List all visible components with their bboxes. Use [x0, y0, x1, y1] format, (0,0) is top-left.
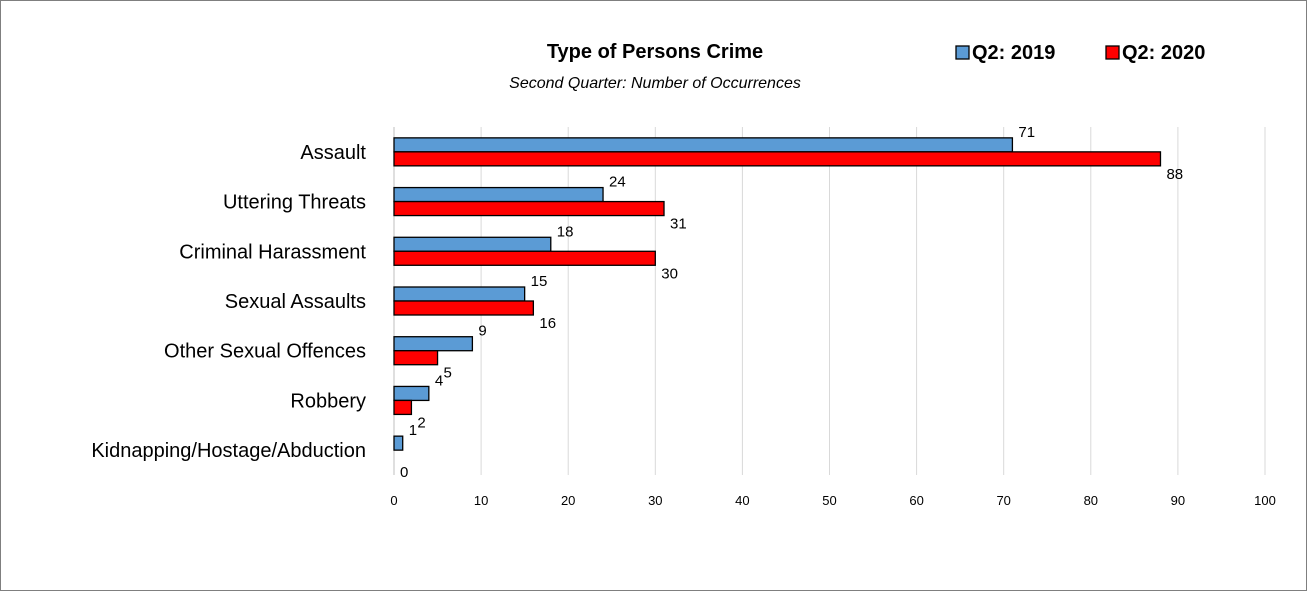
data-label: 5 — [444, 365, 452, 382]
bar-q2-2020 — [393, 399, 413, 416]
category-label: Other Sexual Offences — [164, 341, 366, 363]
bar-q2-2020 — [393, 350, 439, 366]
x-tick-label: 80 — [1084, 493, 1098, 508]
x-tick-label: 60 — [909, 493, 923, 508]
x-tick-label: 20 — [561, 493, 575, 508]
x-tick-label: 0 — [390, 493, 397, 508]
bar-q2-2020 — [393, 200, 665, 217]
x-tick-label: 100 — [1254, 493, 1276, 508]
category-label: Robbery — [290, 390, 366, 412]
bar-q2-2019 — [393, 186, 604, 203]
category-label: Sexual Assaults — [225, 291, 366, 313]
data-label: 88 — [1166, 166, 1183, 183]
bar-q2-2020 — [393, 300, 535, 316]
data-label: 0 — [400, 464, 408, 481]
legend-swatch — [955, 45, 970, 60]
legend-entry: Q2: 2020 — [1122, 42, 1205, 64]
legend-swatch — [1105, 45, 1120, 60]
bar-q2-2019 — [393, 286, 526, 302]
bar-q2-2019 — [393, 385, 430, 402]
category-label: Assault — [300, 142, 366, 164]
data-label: 24 — [609, 174, 626, 191]
data-label: 1 — [409, 422, 417, 439]
legend-entry: Q2: 2019 — [972, 42, 1055, 64]
data-label: 15 — [531, 273, 548, 290]
data-label: 2 — [417, 414, 425, 431]
data-label: 71 — [1018, 124, 1035, 141]
data-label: 4 — [435, 372, 443, 389]
data-label: 9 — [478, 323, 486, 340]
x-tick-label: 40 — [735, 493, 749, 508]
chart-title: Type of Persons Crime — [547, 41, 763, 63]
x-tick-label: 30 — [648, 493, 662, 508]
bar-q2-2019 — [393, 137, 1014, 153]
data-label: 16 — [539, 315, 556, 332]
category-label: Uttering Threats — [223, 192, 366, 214]
bar-q2-2019 — [393, 435, 404, 451]
data-label: 18 — [557, 223, 574, 240]
x-tick-label: 90 — [1171, 493, 1185, 508]
x-tick-label: 70 — [996, 493, 1010, 508]
legend: Q2: 2019 Q2: 2020 — [955, 42, 1205, 64]
category-label: Kidnapping/Hostage/Abduction — [91, 440, 366, 462]
x-tick-label: 50 — [822, 493, 836, 508]
bar-q2-2020 — [393, 250, 656, 266]
bar-q2-2020 — [393, 151, 1162, 167]
chart-subtitle: Second Quarter: Number of Occurrences — [509, 75, 801, 92]
data-label: 30 — [661, 265, 678, 282]
x-tick-label: 10 — [474, 493, 488, 508]
category-label: Criminal Harassment — [179, 241, 366, 263]
bar-q2-2019 — [393, 236, 552, 252]
data-label: 31 — [670, 216, 687, 233]
bar-q2-2019 — [393, 336, 474, 352]
